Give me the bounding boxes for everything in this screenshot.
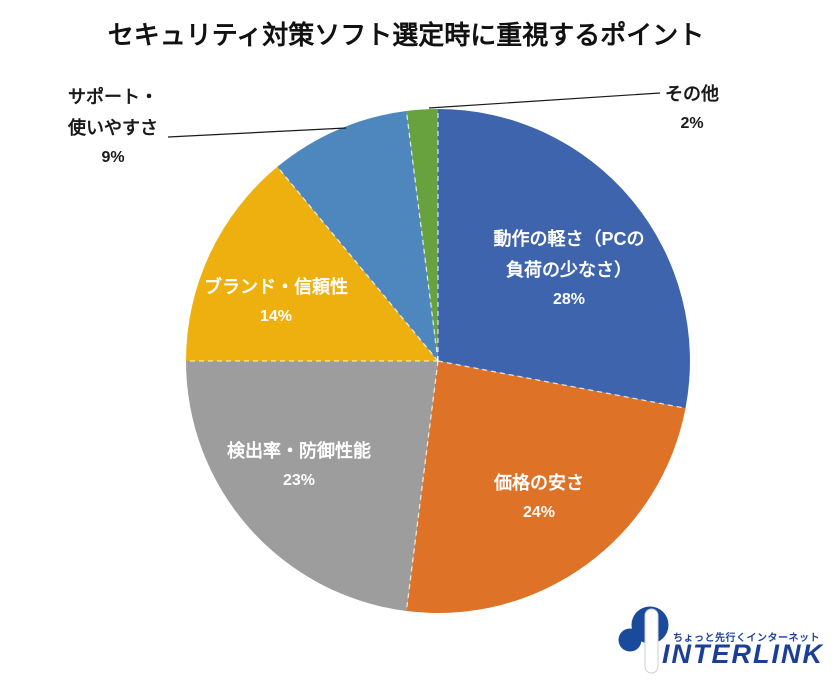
pie-slice-3 bbox=[186, 361, 438, 611]
pie-slice-1 bbox=[438, 109, 690, 409]
slice-separator-3 bbox=[405, 360, 439, 612]
logo-circle-small bbox=[618, 628, 642, 652]
logo-bar bbox=[644, 608, 659, 674]
pie-slice-4 bbox=[186, 166, 438, 361]
pie-slice-5 bbox=[277, 111, 438, 361]
interlink-logo-mark bbox=[618, 606, 669, 674]
slice-separator-2 bbox=[437, 360, 686, 409]
chart-title: セキュリティ対策ソフト選定時に重視するポイント bbox=[107, 20, 705, 50]
interlink-logo: ちょっと先行くインターネット INTERLINK bbox=[612, 598, 840, 684]
pie-slice-2 bbox=[406, 361, 686, 613]
leader-line-slice-6 bbox=[428, 92, 661, 109]
slice-separator-5 bbox=[276, 166, 439, 362]
slice-separator-6 bbox=[405, 110, 439, 362]
logo-tagline: ちょっと先行くインターネット bbox=[673, 633, 820, 644]
logo-brand-text: INTERLINK bbox=[662, 639, 824, 669]
leader-line-slice-5 bbox=[167, 127, 347, 138]
